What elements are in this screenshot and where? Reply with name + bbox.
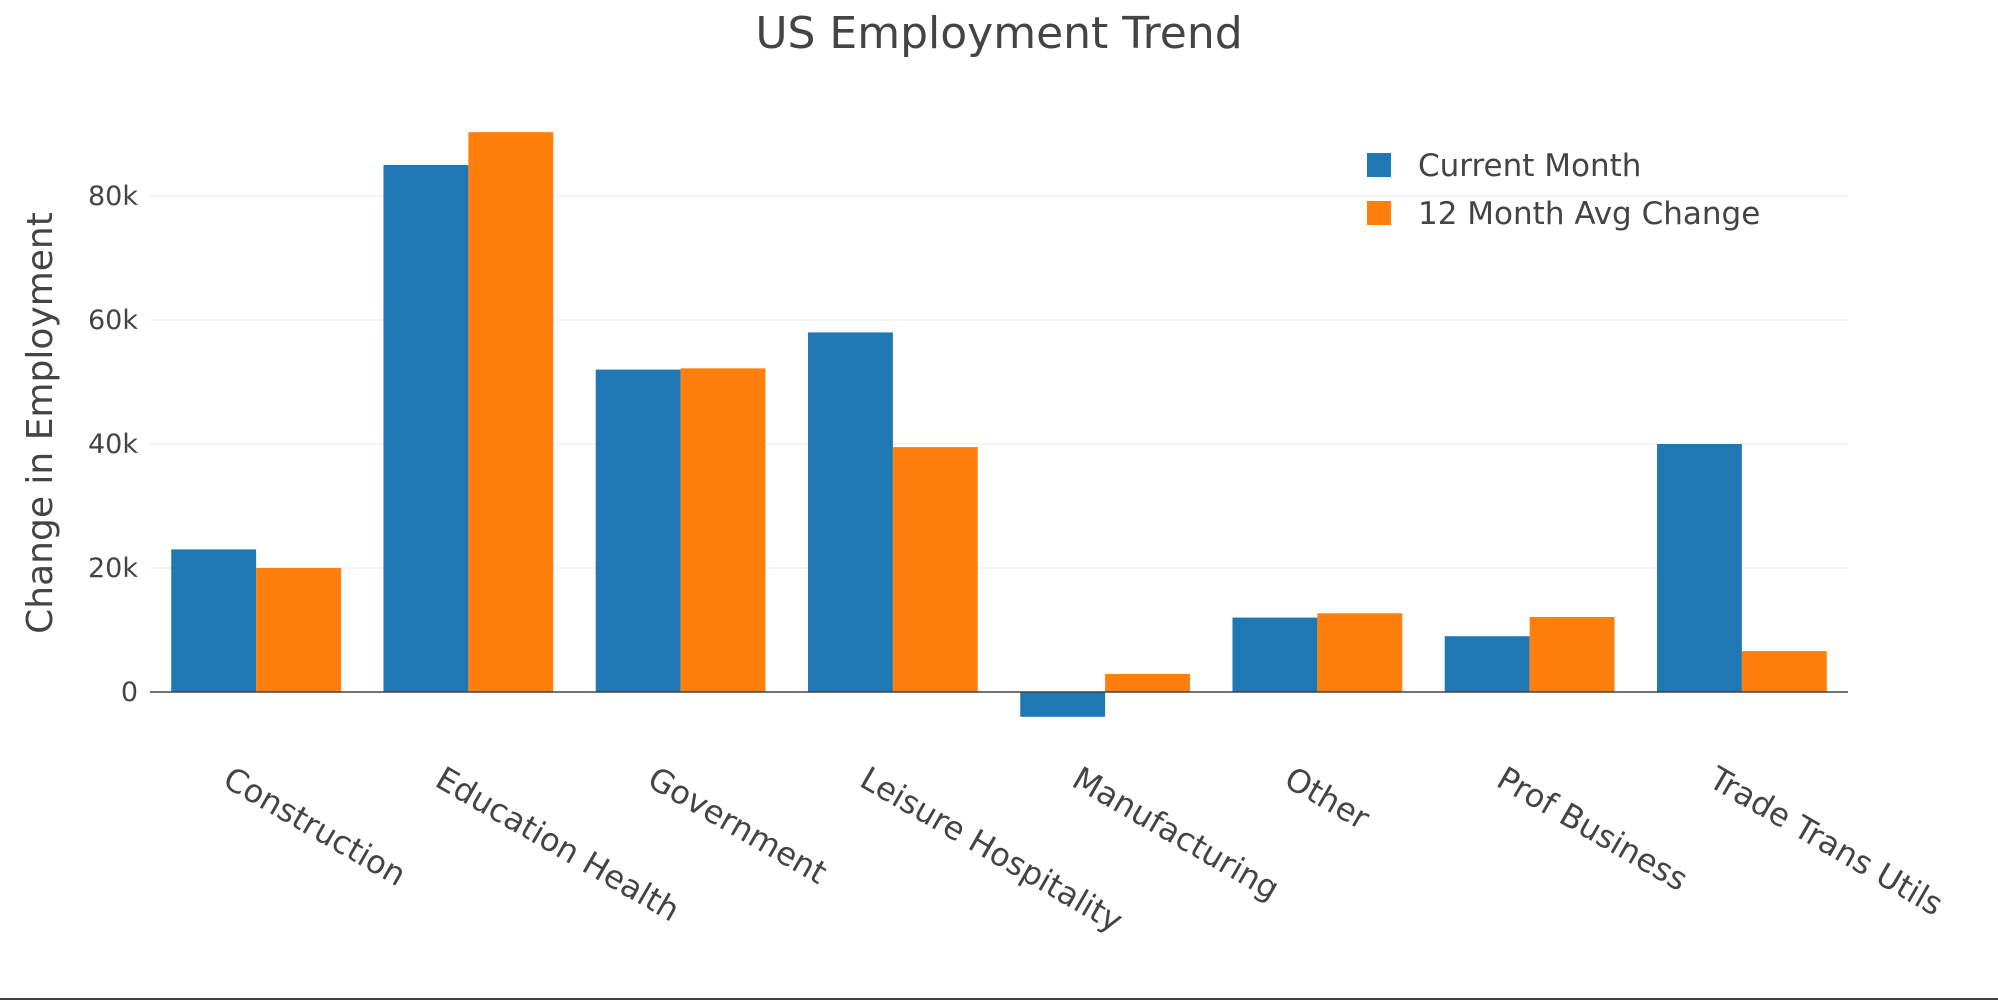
y-tick-label: 80k xyxy=(88,181,138,212)
y-tick-label: 0 xyxy=(121,677,138,708)
x-tick-label: Trade Trans Utils xyxy=(1702,759,1950,924)
y-tick-label: 40k xyxy=(88,429,138,460)
legend-label: 12 Month Avg Change xyxy=(1418,196,1760,232)
legend-item[interactable]: Current Month xyxy=(1367,148,1641,184)
legend-swatch xyxy=(1367,153,1391,177)
bar[interactable] xyxy=(1232,617,1318,692)
y-tick-label: 60k xyxy=(88,305,138,336)
bars xyxy=(171,132,1827,717)
bar[interactable] xyxy=(1317,613,1403,692)
bar[interactable] xyxy=(383,165,469,692)
x-tick-label: Manufacturing xyxy=(1066,759,1286,908)
bar[interactable] xyxy=(171,549,257,692)
bar[interactable] xyxy=(892,447,978,692)
legend[interactable]: Current Month 12 Month Avg Change xyxy=(1367,148,1760,232)
bar[interactable] xyxy=(1529,616,1615,692)
x-tick-label: Construction xyxy=(217,759,412,894)
bar[interactable] xyxy=(807,332,893,692)
legend-label: Current Month xyxy=(1418,148,1641,184)
x-tick-label: Prof Business xyxy=(1491,759,1695,899)
y-axis-ticks: 0 20k 40k 60k 80k xyxy=(88,181,138,708)
legend-swatch xyxy=(1367,201,1391,225)
legend-item[interactable]: 12 Month Avg Change xyxy=(1367,196,1760,232)
y-tick-label: 20k xyxy=(88,553,138,584)
x-tick-label: Government xyxy=(642,759,834,892)
bar[interactable] xyxy=(1020,692,1106,717)
bar[interactable] xyxy=(256,568,342,692)
bar[interactable] xyxy=(1444,636,1530,692)
chart-title: US Employment Trend xyxy=(755,8,1242,59)
y-axis-label: Change in Employment xyxy=(20,212,61,634)
bar[interactable] xyxy=(1656,444,1742,692)
bar[interactable] xyxy=(1105,674,1191,692)
x-tick-label: Other xyxy=(1278,759,1376,838)
bar[interactable] xyxy=(468,132,554,692)
bar[interactable] xyxy=(1741,651,1827,692)
bar[interactable] xyxy=(595,369,681,692)
bar[interactable] xyxy=(680,368,766,692)
bottom-border xyxy=(0,998,1998,1000)
